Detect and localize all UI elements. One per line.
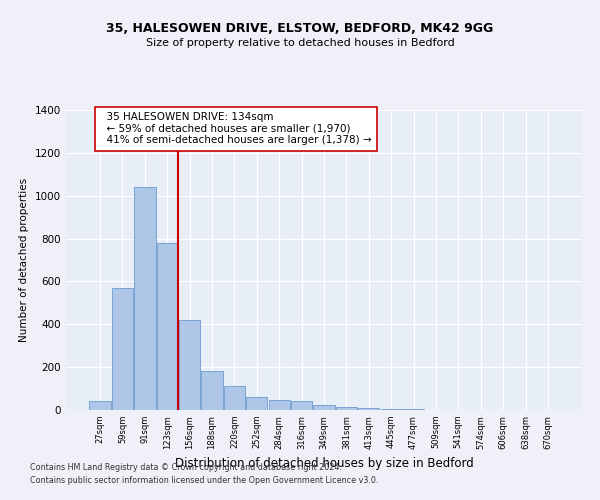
Bar	[134, 187, 155, 410]
Bar	[380, 409, 402, 410]
Bar	[336, 407, 357, 410]
Text: Size of property relative to detached houses in Bedford: Size of property relative to detached ho…	[146, 38, 454, 48]
Bar	[269, 400, 290, 410]
Text: Contains HM Land Registry data © Crown copyright and database right 2024.: Contains HM Land Registry data © Crown c…	[30, 464, 342, 472]
Text: 35, HALESOWEN DRIVE, ELSTOW, BEDFORD, MK42 9GG: 35, HALESOWEN DRIVE, ELSTOW, BEDFORD, MK…	[106, 22, 494, 36]
Text: Contains public sector information licensed under the Open Government Licence v3: Contains public sector information licen…	[30, 476, 379, 485]
Bar	[157, 243, 178, 410]
Bar	[246, 397, 268, 410]
Bar	[224, 386, 245, 410]
Bar	[313, 404, 335, 410]
Bar	[112, 288, 133, 410]
Bar	[202, 372, 223, 410]
Text: 35 HALESOWEN DRIVE: 134sqm
  ← 59% of detached houses are smaller (1,970)
  41% : 35 HALESOWEN DRIVE: 134sqm ← 59% of deta…	[100, 112, 372, 146]
Bar	[179, 320, 200, 410]
Bar	[89, 402, 111, 410]
Bar	[358, 408, 379, 410]
Y-axis label: Number of detached properties: Number of detached properties	[19, 178, 29, 342]
X-axis label: Distribution of detached houses by size in Bedford: Distribution of detached houses by size …	[175, 457, 473, 470]
Bar	[291, 402, 312, 410]
